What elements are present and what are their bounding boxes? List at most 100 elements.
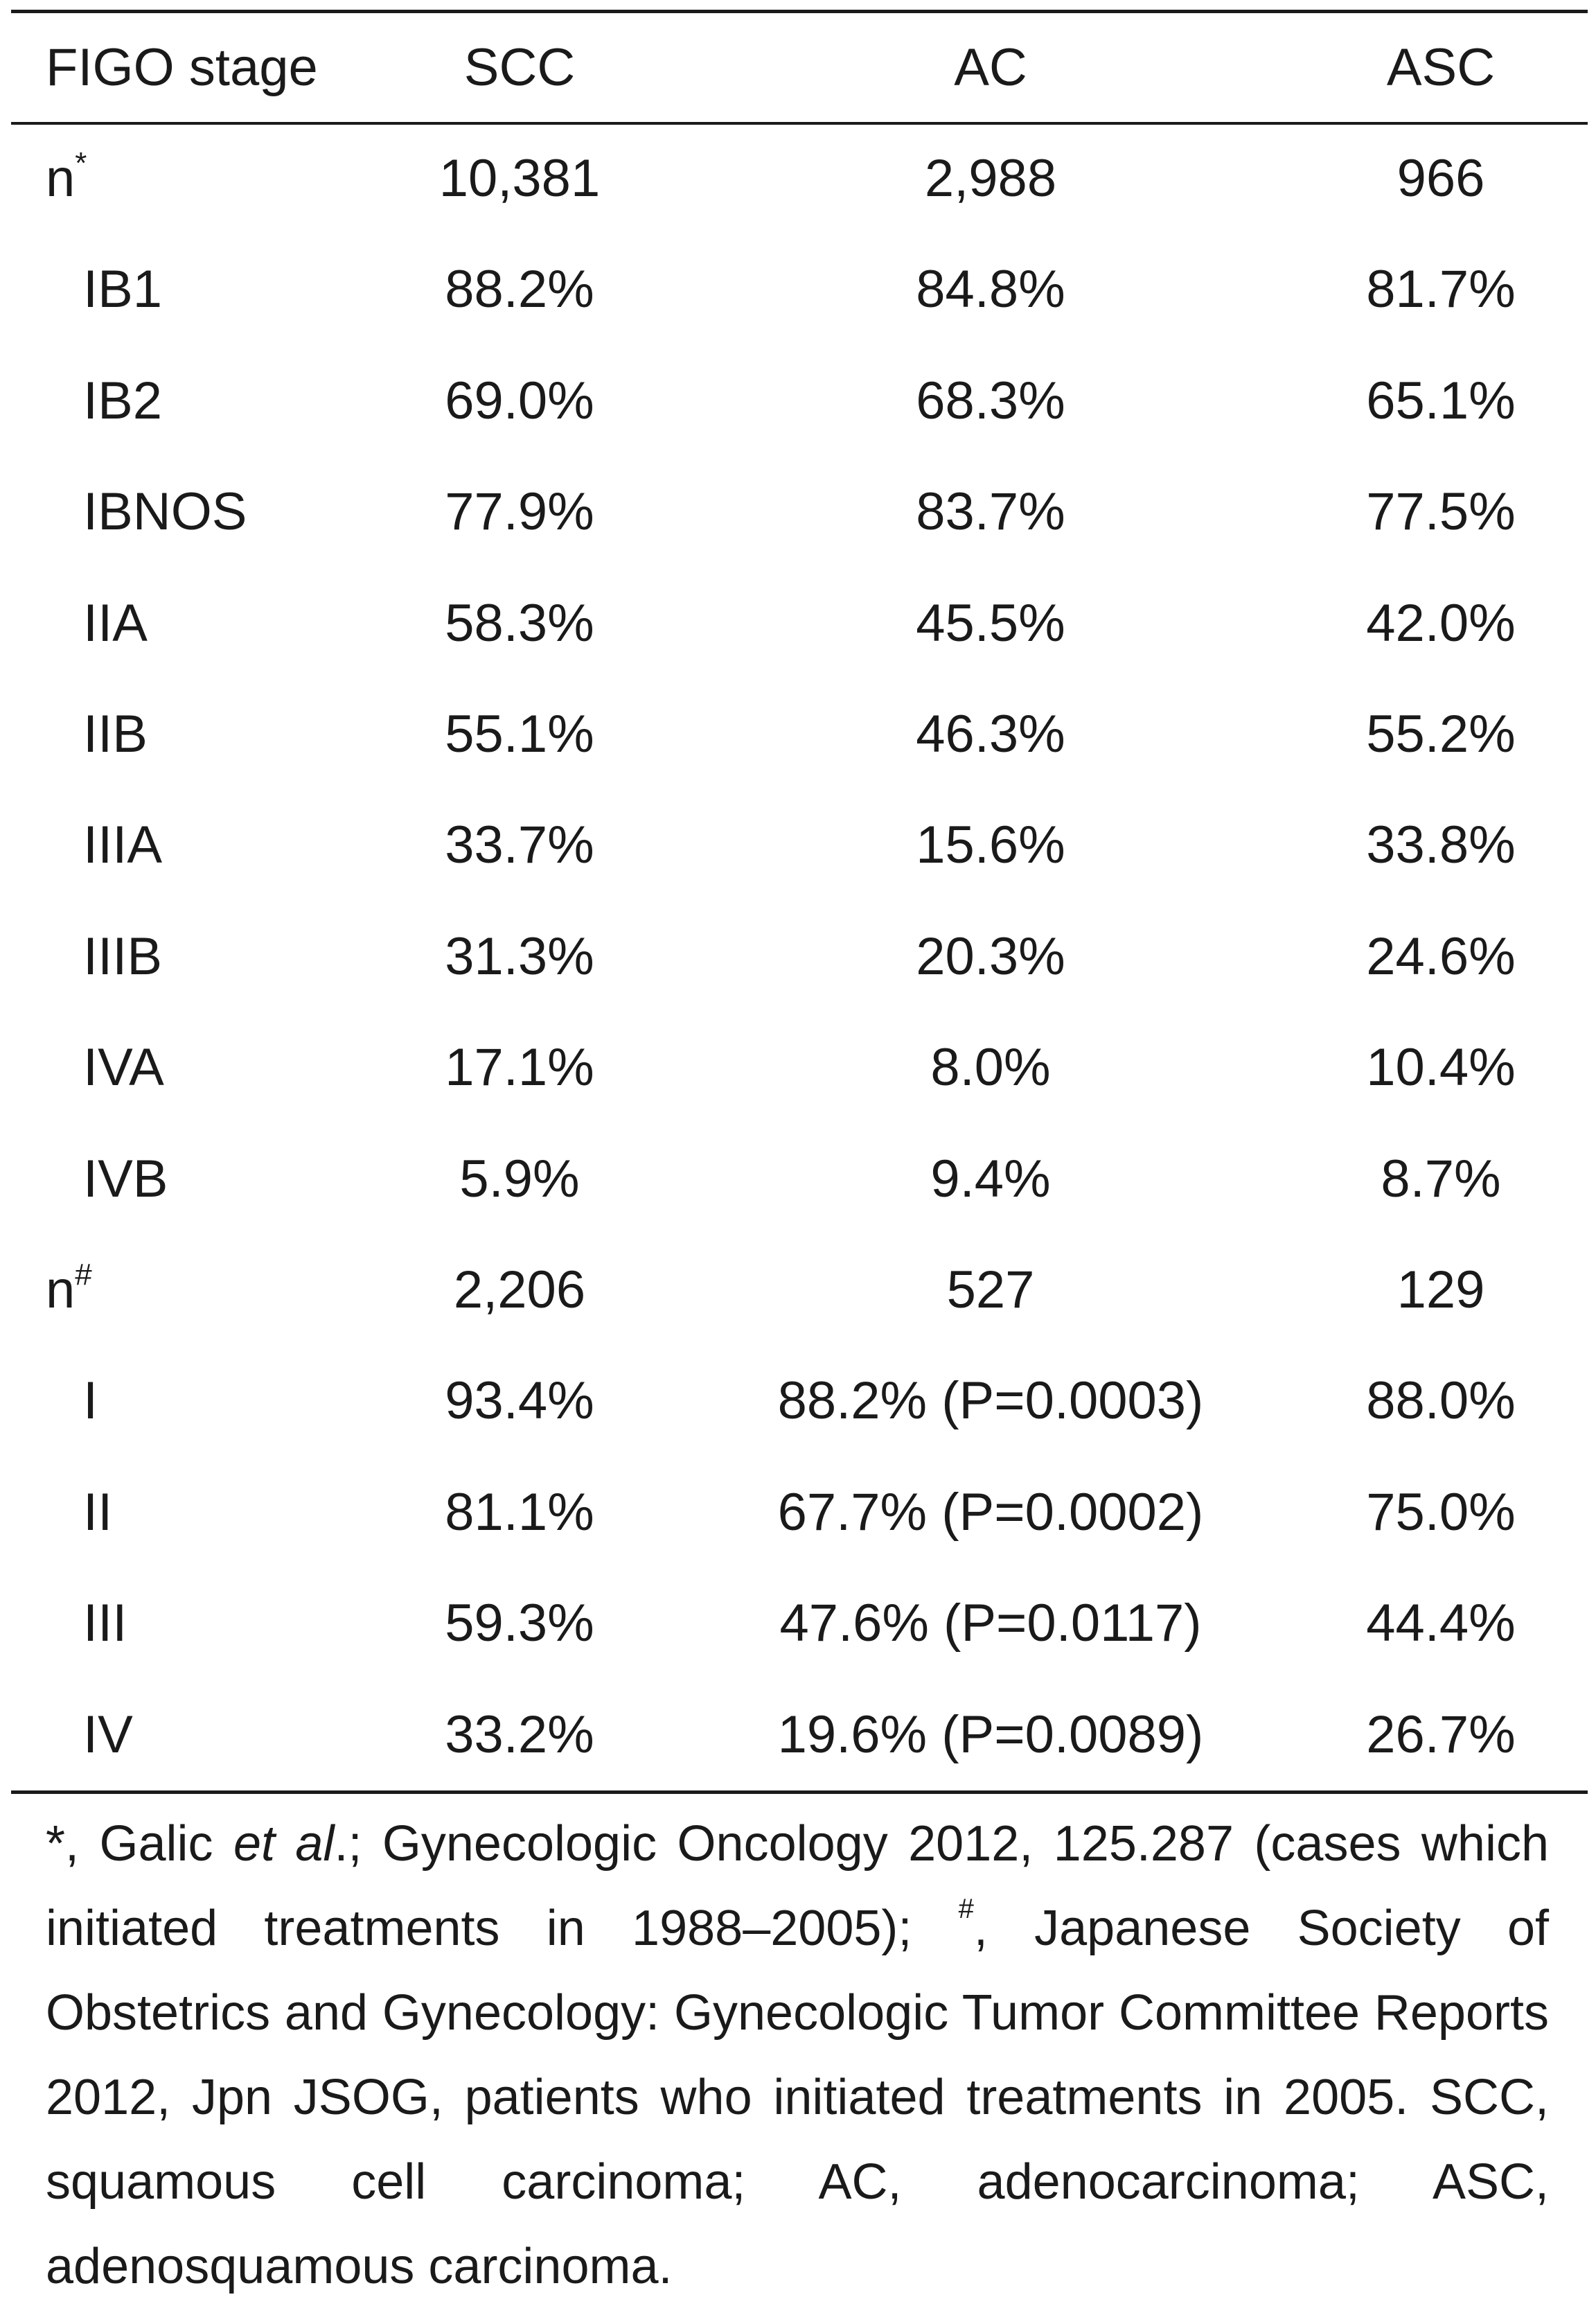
footnote-star-text-b: .; Gynecologic Oncology 2012, 125.287 (c… — [46, 1816, 1549, 1956]
cell-ac: 20.3% — [916, 926, 1065, 986]
cell-ac: 8.0% — [930, 1038, 1051, 1098]
cell-scc: 55.1% — [445, 705, 594, 764]
cell-ac: 527 — [946, 1260, 1035, 1319]
row-label-text: I — [83, 1371, 98, 1431]
row-stage-label: IV — [83, 1680, 133, 1790]
row-label-text: III — [83, 1594, 127, 1653]
row-label-text: IV — [83, 1705, 133, 1764]
cell-ac: 19.6% (P=0.0089) — [777, 1705, 1204, 1764]
row-label-text: II — [83, 1482, 113, 1542]
cell-asc: 65.1% — [1366, 371, 1516, 430]
cell-asc: 55.2% — [1366, 705, 1516, 764]
cell-scc: 33.7% — [445, 816, 594, 875]
row-label-text: IVB — [83, 1149, 168, 1208]
row-label-text: IIIB — [83, 926, 163, 986]
header-asc: ASC — [1386, 38, 1496, 97]
table-row: III 59.3% 47.6% (P=0.0117) 44.4% — [0, 1568, 1596, 1679]
table-row: IIB 55.1% 46.3% 55.2% — [0, 679, 1596, 790]
row-stage-label: IIIA — [83, 790, 162, 901]
footnote-hash-text: , Japanese Society of Obstetrics and Gyn… — [46, 1901, 1549, 2294]
cell-ac: 84.8% — [916, 260, 1065, 319]
table-row: II 81.1% 67.7% (P=0.0002) 75.0% — [0, 1457, 1596, 1568]
table-row: IIIA 33.7% 15.6% 33.8% — [0, 790, 1596, 901]
cell-asc: 81.7% — [1366, 260, 1516, 319]
cell-scc: 17.1% — [445, 1038, 594, 1098]
cell-asc: 77.5% — [1366, 482, 1516, 542]
cell-ac: 83.7% — [916, 482, 1065, 542]
cell-ac: 9.4% — [930, 1149, 1051, 1208]
cell-ac: 67.7% (P=0.0002) — [777, 1482, 1204, 1542]
table-row: IB1 88.2% 84.8% 81.7% — [0, 234, 1596, 345]
row-stage-label: III — [83, 1568, 127, 1679]
cell-scc: 59.3% — [445, 1594, 594, 1653]
cell-asc: 75.0% — [1366, 1482, 1516, 1542]
row-label-text: IIA — [83, 593, 148, 653]
cell-scc: 2,206 — [453, 1260, 586, 1319]
row-stage-label: IIIB — [83, 901, 162, 1012]
table-row: n# 2,206 527 129 — [0, 1235, 1596, 1346]
row-stage-label: n* — [46, 123, 87, 234]
cell-scc: 10,381 — [438, 149, 601, 208]
cell-asc: 44.4% — [1366, 1594, 1516, 1653]
row-stage-label: IVB — [83, 1124, 168, 1235]
header-stage: FIGO stage — [46, 38, 318, 97]
table-row: I 93.4% 88.2% (P=0.0003) 88.0% — [0, 1346, 1596, 1456]
cell-scc: 31.3% — [445, 926, 594, 986]
cell-scc: 69.0% — [445, 371, 594, 430]
row-stage-label: IBNOS — [83, 457, 247, 567]
table-row: IBNOS 77.9% 83.7% 77.5% — [0, 457, 1596, 567]
row-stage-label: IIA — [83, 568, 148, 679]
row-stage-label: IVA — [83, 1012, 164, 1123]
table-row: IB2 69.0% 68.3% 65.1% — [0, 346, 1596, 457]
table-footnote: *, Galic et al.; Gynecologic Oncology 20… — [46, 1802, 1549, 2309]
cell-scc: 81.1% — [445, 1482, 594, 1542]
footnote-star-text-a: , Galic — [65, 1816, 233, 1872]
cell-asc: 8.7% — [1381, 1149, 1501, 1208]
row-label-text: IBNOS — [83, 482, 247, 542]
cell-asc: 33.8% — [1366, 816, 1516, 875]
cell-asc: 42.0% — [1366, 593, 1516, 653]
cell-scc: 77.9% — [445, 482, 594, 542]
cell-asc: 24.6% — [1366, 926, 1516, 986]
cell-ac: 47.6% (P=0.0117) — [779, 1594, 1202, 1653]
row-stage-label: n# — [46, 1235, 92, 1346]
table-bottom-rule — [11, 1790, 1588, 1794]
row-label-text: IIIA — [83, 816, 163, 875]
row-label-text: IB1 — [83, 260, 163, 319]
cell-asc: 10.4% — [1366, 1038, 1516, 1098]
cell-asc: 129 — [1396, 1260, 1485, 1319]
row-stage-label: I — [83, 1346, 98, 1456]
row-stage-label: IB2 — [83, 346, 162, 457]
cell-ac: 45.5% — [916, 593, 1065, 653]
table-row: IIIB 31.3% 20.3% 24.6% — [0, 901, 1596, 1012]
cell-ac: 88.2% (P=0.0003) — [777, 1371, 1204, 1431]
cell-scc: 88.2% — [445, 260, 594, 319]
header-scc: SCC — [463, 38, 576, 97]
cell-asc: 88.0% — [1366, 1371, 1516, 1431]
table-row: IIA 58.3% 45.5% 42.0% — [0, 568, 1596, 679]
table-header-row: FIGO stage SCC AC ASC — [0, 12, 1596, 123]
cell-scc: 33.2% — [445, 1705, 594, 1764]
row-stage-label: IB1 — [83, 234, 162, 345]
footnote-star-italic: et al — [233, 1816, 335, 1872]
row-label-text: IVA — [83, 1038, 164, 1098]
cell-ac: 15.6% — [916, 816, 1065, 875]
footnote-hash-mark: # — [958, 1894, 974, 1924]
table-top-rule — [11, 10, 1588, 13]
row-stage-label: IIB — [83, 679, 148, 790]
table-row: n* 10,381 2,988 966 — [0, 123, 1596, 234]
footnote-star-mark: * — [46, 1816, 66, 1872]
cell-scc: 5.9% — [459, 1149, 580, 1208]
row-label-mark: * — [75, 146, 87, 180]
cell-ac: 2,988 — [924, 149, 1057, 208]
header-ac: AC — [954, 38, 1027, 97]
row-stage-label: II — [83, 1457, 112, 1568]
cell-scc: 58.3% — [445, 593, 594, 653]
cell-scc: 93.4% — [445, 1371, 594, 1431]
row-label-text: n — [46, 149, 76, 208]
table-header-rule — [11, 122, 1588, 125]
table-row: IVA 17.1% 8.0% 10.4% — [0, 1012, 1596, 1123]
row-label-text: n — [46, 1260, 76, 1319]
table-row: IVB 5.9% 9.4% 8.7% — [0, 1124, 1596, 1235]
cell-ac: 68.3% — [916, 371, 1065, 430]
